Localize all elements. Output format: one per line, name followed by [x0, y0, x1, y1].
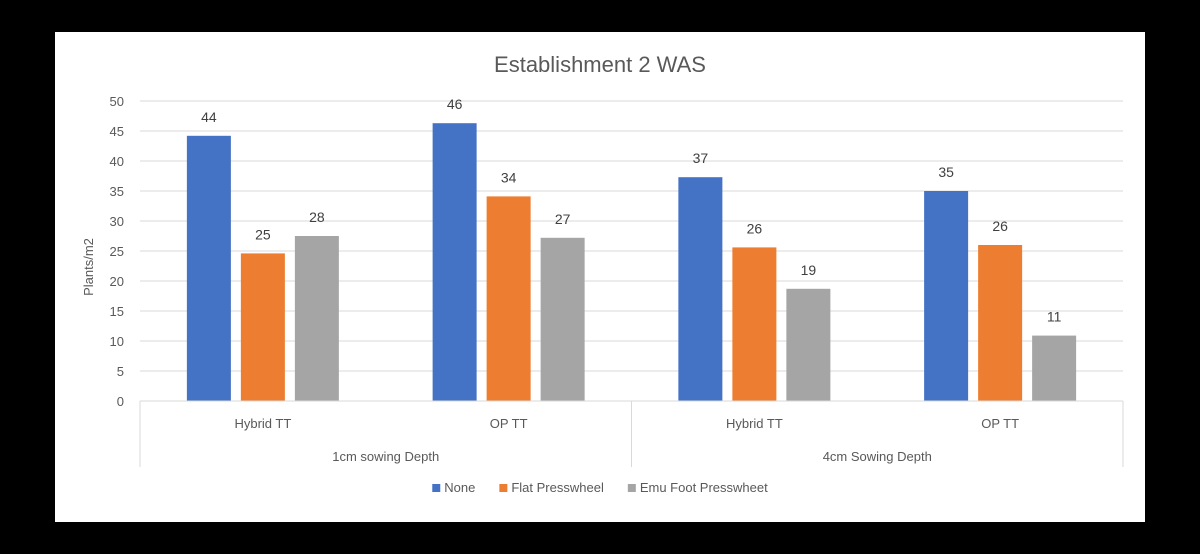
- bar: [486, 196, 531, 401]
- data-label: 44: [201, 109, 217, 125]
- legend-item: Flat Presswheel: [499, 480, 604, 495]
- data-label: 35: [938, 164, 954, 180]
- legend-item: Emu Foot Presswheet: [627, 480, 768, 495]
- chart-panel: Establishment 2 WAS Plants/m2 0 5 10 15 20 25…: [55, 32, 1145, 522]
- data-label: 34: [501, 169, 517, 185]
- x-tick-label: Hybrid TT: [234, 416, 291, 431]
- bar: [786, 288, 831, 401]
- data-label: 37: [693, 150, 709, 166]
- legend-label: Flat Presswheel: [511, 480, 604, 495]
- data-label: 46: [447, 96, 463, 112]
- bar: [540, 237, 585, 401]
- legend-swatch: [499, 484, 508, 492]
- legend-label: None: [444, 480, 475, 495]
- bar: [240, 253, 285, 401]
- legend-swatch: [627, 484, 636, 492]
- bar: [924, 191, 969, 401]
- x-axis: Hybrid TT OP TT Hybrid TT OP TT 1cm sowing D…: [139, 400, 1124, 467]
- data-label: 19: [801, 262, 817, 278]
- y-tick-label: 20: [110, 274, 124, 289]
- bar: [432, 123, 477, 401]
- bars: [186, 123, 1077, 402]
- y-axis-title: Plants/m2: [81, 238, 96, 296]
- data-label: 28: [309, 209, 325, 225]
- y-tick-label: 35: [110, 184, 124, 199]
- y-tick-label: 5: [117, 364, 124, 379]
- bar-chart: Establishment 2 WAS Plants/m2 0 5 10 15 20 25…: [81, 52, 1124, 495]
- y-tick-label: 10: [110, 334, 124, 349]
- y-tick-label: 0: [117, 394, 124, 409]
- gridlines: [140, 100, 1123, 402]
- legend-item: None: [432, 480, 475, 495]
- data-label: 26: [747, 220, 763, 236]
- y-tick-label: 15: [110, 304, 124, 319]
- data-labels: 44 46 37 35 25 34 26 26 28 27 19 11: [201, 96, 1062, 324]
- legend-swatch: [432, 484, 441, 492]
- bar: [732, 247, 777, 401]
- y-tick-label: 40: [110, 154, 124, 169]
- x-tick-label: OP TT: [981, 416, 1019, 431]
- bar: [978, 245, 1023, 401]
- chart-title: Establishment 2 WAS: [494, 52, 706, 77]
- y-axis-ticks: 0 5 10 15 20 25 30 35 40 45 50: [110, 94, 124, 409]
- y-tick-label: 45: [110, 124, 124, 139]
- data-label: 26: [992, 218, 1008, 234]
- x-tick-label: Hybrid TT: [726, 416, 783, 431]
- data-label: 27: [555, 211, 571, 227]
- y-tick-label: 25: [110, 244, 124, 259]
- bar: [678, 177, 723, 401]
- data-label: 25: [255, 226, 271, 242]
- bar: [1032, 335, 1077, 401]
- bar: [186, 135, 231, 402]
- x-group-label: 1cm sowing Depth: [332, 449, 439, 464]
- x-group-label: 4cm Sowing Depth: [823, 449, 932, 464]
- y-tick-label: 50: [110, 94, 124, 109]
- data-label: 11: [1047, 309, 1062, 325]
- legend: None Flat Presswheel Emu Foot Presswheet: [432, 480, 768, 495]
- y-tick-label: 30: [110, 214, 124, 229]
- bar: [294, 236, 339, 401]
- x-tick-label: OP TT: [490, 416, 528, 431]
- legend-label: Emu Foot Presswheet: [640, 480, 768, 495]
